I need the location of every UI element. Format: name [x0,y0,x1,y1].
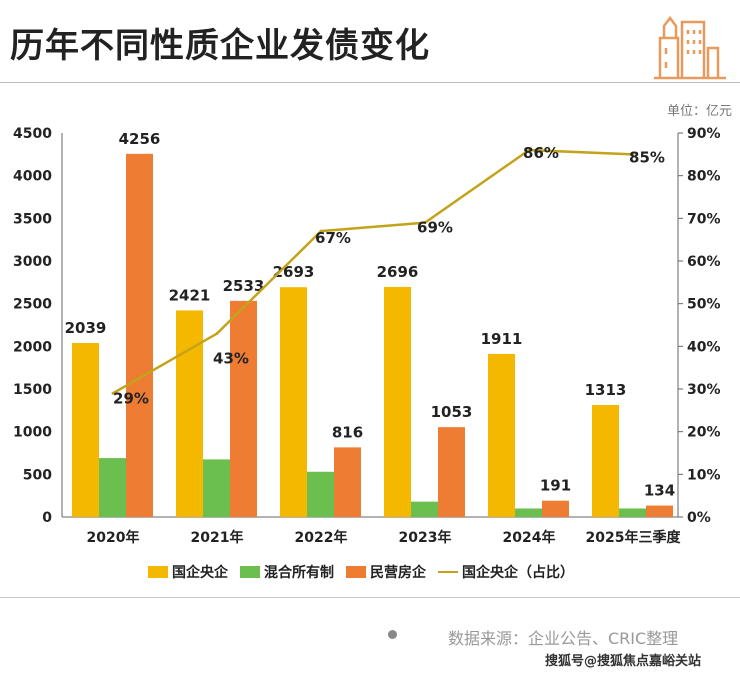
divider [0,597,740,598]
bar-soe [488,353,515,517]
legend-label: 混合所有制 [264,565,334,581]
bar-mixed [99,458,126,517]
y2-tick-label: 70% [687,211,721,227]
ratio-label: 86% [523,144,559,162]
y-tick-label: 4500 [13,126,52,142]
data-label: 134 [644,482,675,500]
source-note: 数据来源：企业公告、CRIC整理 [448,629,679,648]
legend-label: 国企央企 [172,565,228,581]
ratio-line [112,148,634,395]
y-tick-label: 3000 [13,254,52,270]
data-label: 816 [332,423,363,441]
y-tick-label: 1000 [13,425,52,441]
bar-private [438,427,465,517]
legend-item-ratio: 国企央企（占比） [438,562,574,582]
bar-mixed [203,459,230,517]
bar-soe [280,287,307,517]
y2-tick-label: 80% [687,169,721,185]
bar-mixed [619,508,646,517]
data-label: 4256 [119,130,161,148]
data-label: 191 [540,477,571,495]
page-title: 历年不同性质企业发债变化 [10,26,430,66]
credit-text: 搜狐号@搜狐焦点嘉峪关站 [545,654,702,669]
y-tick-label: 500 [23,467,52,483]
bar-private [334,447,361,517]
legend-item-mixed: 混合所有制 [240,562,334,582]
legend-item-soe: 国企央企 [148,562,228,582]
y-tick-label: 0 [42,510,52,526]
bar-private [646,505,673,517]
legend-swatch [346,566,366,578]
legend-line [438,571,458,573]
y-tick-label: 2000 [13,339,52,355]
bullet-dot [388,630,397,639]
bar-soe [592,404,619,517]
bar-soe [384,286,411,517]
y2-tick-label: 50% [687,297,721,313]
ratio-label: 43% [213,350,249,368]
y2-tick-label: 60% [687,254,721,270]
legend: 国企央企 混合所有制 民营房企 国企央企（占比） [148,562,580,582]
legend-label: 民营房企 [370,565,426,581]
divider [0,82,740,83]
y2-tick-label: 30% [687,382,721,398]
legend-swatch [240,566,260,578]
y2-tick-label: 10% [687,467,721,483]
legend-item-private: 民营房企 [346,562,426,582]
ratio-label: 29% [113,389,149,407]
y-tick-label: 3500 [13,211,52,227]
bar-soe [176,310,203,517]
x-tick-label: 2022年 [295,529,348,546]
y-tick-label: 1500 [13,382,52,398]
data-label: 2533 [223,277,265,295]
data-label: 2421 [169,286,211,304]
data-label: 2039 [65,319,107,337]
ratio-point [215,332,219,336]
ratio-label: 69% [417,219,453,237]
x-tick-label: 2021年 [191,529,244,546]
ratio-label: 67% [315,229,351,247]
bar-private [542,500,569,517]
bar-mixed [411,501,438,517]
legend-swatch [148,566,168,578]
data-label: 1313 [585,381,627,399]
x-tick-label: 2024年 [503,529,556,546]
y2-tick-label: 0% [687,510,711,526]
y2-tick-label: 90% [687,126,721,142]
ratio-label: 85% [629,148,665,166]
y2-tick-label: 40% [687,339,721,355]
bar-soe [72,343,99,517]
bar-private [230,300,257,517]
legend-label: 国企央企（占比） [462,565,574,581]
ratio-point [527,148,531,152]
ratio-point [319,229,323,233]
ratio-point [423,221,427,225]
x-tick-label: 2023年 [399,529,452,546]
ratio-point [111,391,115,395]
y-tick-label: 2500 [13,297,52,313]
data-label: 2696 [377,263,419,281]
chart: 0 500 1000 1500 2000 2500 3000 3500 4000 4500 0% 10… [13,126,721,546]
y-tick-label: 4000 [13,169,52,185]
data-label: 1053 [431,403,473,421]
ratio-point [631,152,635,156]
x-tick-label: 2020年 [87,529,140,546]
data-label: 1911 [481,330,523,348]
building-icon [654,15,726,80]
x-tick-label: 2025年三季度 [586,529,682,546]
y2-tick-label: 20% [687,425,721,441]
bar-private [126,153,153,517]
unit-label: 单位：亿元 [666,104,732,119]
bar-mixed [515,508,542,517]
bar-mixed [307,471,334,517]
